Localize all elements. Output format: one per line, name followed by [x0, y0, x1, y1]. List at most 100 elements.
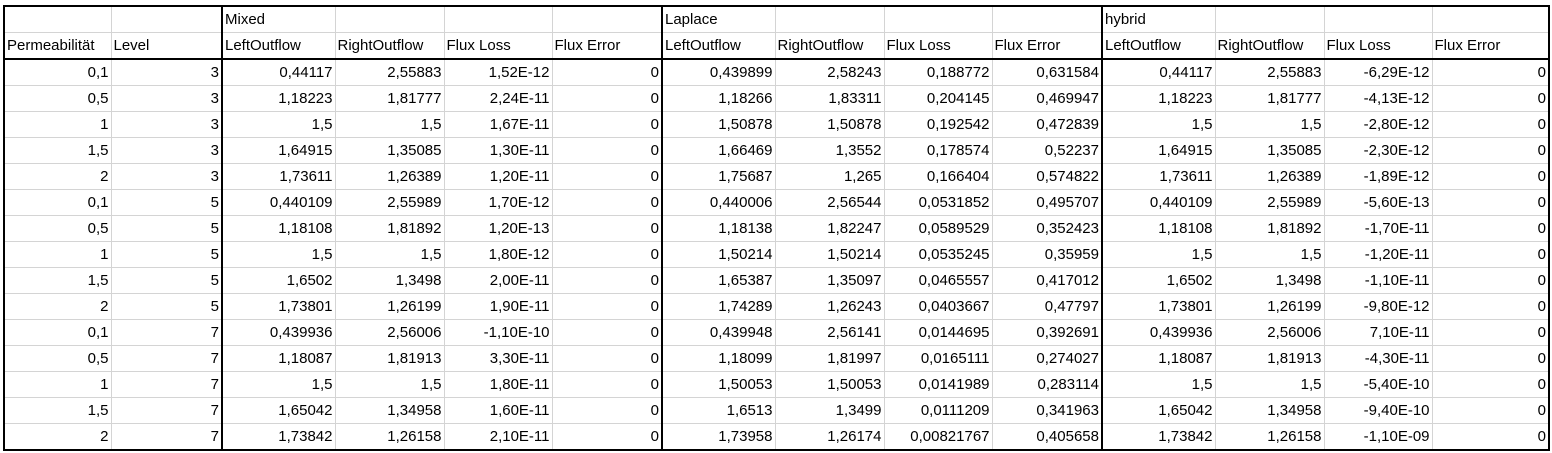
table-cell[interactable]: -1,10E-10	[444, 319, 553, 346]
table-cell[interactable]: 0,392691	[992, 319, 1103, 346]
table-cell[interactable]: 0,0111209	[884, 397, 993, 424]
table-cell[interactable]: 0,495707	[992, 189, 1103, 216]
table-cell[interactable]: 0,352423	[992, 215, 1103, 242]
table-cell[interactable]: 1,5	[1215, 371, 1325, 398]
table-cell[interactable]: 0	[1432, 319, 1550, 346]
table-cell[interactable]: 2,56141	[775, 319, 885, 346]
table-cell[interactable]: 1,75687	[662, 163, 776, 190]
table-cell[interactable]: 2,56006	[1215, 319, 1325, 346]
table-cell[interactable]: 2,55883	[1215, 59, 1325, 86]
table-cell[interactable]: 0,283114	[992, 371, 1103, 398]
table-cell[interactable]: 0,0531852	[884, 189, 993, 216]
table-cell[interactable]: 1,26199	[1215, 293, 1325, 320]
table-cell[interactable]: 0	[552, 59, 663, 86]
table-cell[interactable]: 1,5	[335, 241, 445, 268]
table-cell[interactable]: 1,52E-12	[444, 59, 553, 86]
table-cell[interactable]: 1,50053	[662, 371, 776, 398]
table-cell[interactable]: 0,1	[3, 59, 112, 86]
table-cell[interactable]: 2,56544	[775, 189, 885, 216]
empty-cell[interactable]	[1324, 5, 1433, 33]
column-header[interactable]: Flux Loss	[444, 32, 553, 60]
table-cell[interactable]: 1,26243	[775, 293, 885, 320]
table-cell[interactable]: 0	[1432, 215, 1550, 242]
table-cell[interactable]: 1,34958	[335, 397, 445, 424]
table-cell[interactable]: 2,55883	[335, 59, 445, 86]
table-cell[interactable]: 1,18108	[1102, 215, 1216, 242]
table-cell[interactable]: -5,60E-13	[1324, 189, 1433, 216]
table-cell[interactable]: 0	[552, 371, 663, 398]
table-cell[interactable]: 0	[552, 85, 663, 112]
table-cell[interactable]: 0	[552, 189, 663, 216]
table-cell[interactable]: 0	[1432, 85, 1550, 112]
table-cell[interactable]: 0,0403667	[884, 293, 993, 320]
table-cell[interactable]: 5	[111, 215, 223, 242]
table-cell[interactable]: 1,73842	[1102, 423, 1216, 451]
table-cell[interactable]: 0,47797	[992, 293, 1103, 320]
column-header[interactable]: Flux Loss	[884, 32, 993, 60]
table-cell[interactable]: 3	[111, 111, 223, 138]
table-cell[interactable]: 0,341963	[992, 397, 1103, 424]
table-cell[interactable]: 1,20E-11	[444, 163, 553, 190]
empty-cell[interactable]	[552, 5, 663, 33]
table-cell[interactable]: 1,5	[222, 241, 336, 268]
table-cell[interactable]: 1,5	[335, 111, 445, 138]
table-cell[interactable]: 0,178574	[884, 137, 993, 164]
table-cell[interactable]: 7	[111, 397, 223, 424]
table-cell[interactable]: 0,439899	[662, 59, 776, 86]
group-header-mixed[interactable]: Mixed	[222, 5, 336, 33]
table-cell[interactable]: 7	[111, 319, 223, 346]
table-cell[interactable]: 0	[552, 267, 663, 294]
column-header[interactable]: RightOutflow	[1215, 32, 1325, 60]
empty-cell[interactable]	[884, 5, 993, 33]
table-cell[interactable]: 1,73958	[662, 423, 776, 451]
table-cell[interactable]: 0,439936	[222, 319, 336, 346]
column-header[interactable]: RightOutflow	[775, 32, 885, 60]
table-cell[interactable]: -4,13E-12	[1324, 85, 1433, 112]
table-cell[interactable]: 1,35085	[1215, 137, 1325, 164]
table-cell[interactable]: 0,35959	[992, 241, 1103, 268]
column-header[interactable]: Flux Error	[1432, 32, 1550, 60]
table-cell[interactable]: -6,29E-12	[1324, 59, 1433, 86]
table-cell[interactable]: 0	[552, 319, 663, 346]
table-cell[interactable]: 1,18266	[662, 85, 776, 112]
table-cell[interactable]: 5	[111, 189, 223, 216]
column-header[interactable]: Permeabilität	[3, 32, 112, 60]
group-header-hybrid[interactable]: hybrid	[1102, 5, 1216, 33]
table-cell[interactable]: 1,5	[3, 137, 112, 164]
table-cell[interactable]: 5	[111, 241, 223, 268]
table-cell[interactable]: 2	[3, 423, 112, 451]
table-cell[interactable]: 0	[552, 111, 663, 138]
table-cell[interactable]: 1,66469	[662, 137, 776, 164]
table-cell[interactable]: 1,81913	[1215, 345, 1325, 372]
table-cell[interactable]: 1,26199	[335, 293, 445, 320]
table-cell[interactable]: 7,10E-11	[1324, 319, 1433, 346]
table-cell[interactable]: 1,80E-11	[444, 371, 553, 398]
table-cell[interactable]: 1,50214	[662, 241, 776, 268]
table-cell[interactable]: 0,0141989	[884, 371, 993, 398]
column-header[interactable]: LeftOutflow	[222, 32, 336, 60]
table-cell[interactable]: 0	[1432, 111, 1550, 138]
table-cell[interactable]: 2,24E-11	[444, 85, 553, 112]
table-cell[interactable]: 1,35097	[775, 267, 885, 294]
table-cell[interactable]: 1,3499	[775, 397, 885, 424]
table-cell[interactable]: 0,5	[3, 345, 112, 372]
table-cell[interactable]: 1,26174	[775, 423, 885, 451]
table-cell[interactable]: 1,60E-11	[444, 397, 553, 424]
table-cell[interactable]: 1,5	[222, 371, 336, 398]
table-cell[interactable]: 0,192542	[884, 111, 993, 138]
table-cell[interactable]: 1,90E-11	[444, 293, 553, 320]
table-cell[interactable]: 1,20E-13	[444, 215, 553, 242]
table-cell[interactable]: 1,50878	[662, 111, 776, 138]
table-cell[interactable]: 1,81777	[335, 85, 445, 112]
table-cell[interactable]: 0	[1432, 371, 1550, 398]
table-cell[interactable]: 1,5	[1215, 111, 1325, 138]
table-cell[interactable]: 2,00E-11	[444, 267, 553, 294]
table-cell[interactable]: 1,74289	[662, 293, 776, 320]
table-cell[interactable]: 1,50878	[775, 111, 885, 138]
table-cell[interactable]: 0,440109	[1102, 189, 1216, 216]
table-cell[interactable]: 1,67E-11	[444, 111, 553, 138]
table-cell[interactable]: 7	[111, 423, 223, 451]
column-header[interactable]: LeftOutflow	[662, 32, 776, 60]
table-cell[interactable]: 1,3552	[775, 137, 885, 164]
table-cell[interactable]: 1,50214	[775, 241, 885, 268]
